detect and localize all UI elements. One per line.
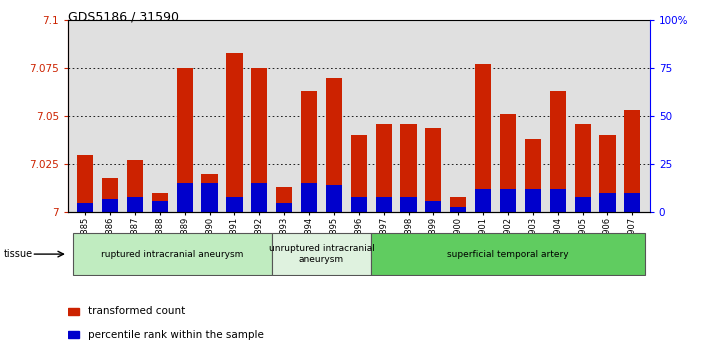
Bar [475,189,491,212]
Bar [301,184,317,212]
Bar [599,193,615,212]
Text: transformed count: transformed count [88,306,185,316]
Bar [176,68,193,212]
Bar [525,189,541,212]
Bar [550,91,565,212]
Text: percentile rank within the sample: percentile rank within the sample [88,330,263,339]
Text: ruptured intracranial aneurysm: ruptured intracranial aneurysm [101,250,243,258]
Bar [550,189,565,212]
Text: unruptured intracranial
aneurysm: unruptured intracranial aneurysm [268,244,374,264]
Bar [351,135,367,212]
Bar [376,197,392,212]
FancyBboxPatch shape [73,233,272,275]
Bar [68,308,79,315]
Bar [525,139,541,212]
Bar [152,193,168,212]
Bar [500,114,516,212]
Bar [575,197,590,212]
Bar [251,184,268,212]
Text: superficial temporal artery: superficial temporal artery [447,250,569,258]
Bar [351,197,367,212]
Bar [102,178,119,212]
Bar [401,197,416,212]
Bar [276,187,292,212]
Bar [68,331,79,338]
Bar [426,128,441,212]
Bar [376,124,392,212]
Bar [102,199,119,212]
Bar [401,124,416,212]
Bar [500,189,516,212]
Bar [127,160,143,212]
Bar [475,64,491,212]
Bar [176,184,193,212]
Bar [77,155,94,212]
Bar [450,197,466,212]
Bar [326,78,342,212]
Bar [624,193,640,212]
Bar [599,135,615,212]
Bar [77,203,94,212]
Text: tissue: tissue [4,249,33,259]
Bar [624,110,640,212]
Bar [201,174,218,212]
Bar [226,53,243,212]
Bar [201,184,218,212]
Bar [301,91,317,212]
Bar [575,124,590,212]
Bar [226,197,243,212]
FancyBboxPatch shape [272,233,371,275]
Bar [152,201,168,212]
Text: GDS5186 / 31590: GDS5186 / 31590 [68,11,178,24]
FancyBboxPatch shape [371,233,645,275]
Bar [326,185,342,212]
Bar [450,207,466,212]
Bar [426,201,441,212]
Bar [276,203,292,212]
Bar [127,197,143,212]
Bar [251,68,268,212]
